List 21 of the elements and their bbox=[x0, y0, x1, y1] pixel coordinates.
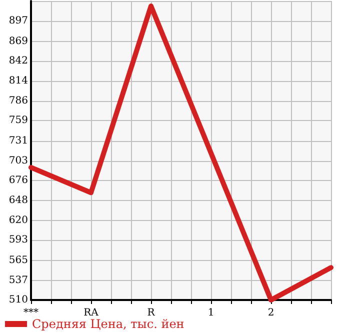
y-tick-label: 786 bbox=[8, 96, 28, 107]
y-tick-label: 648 bbox=[8, 195, 28, 206]
x-tick-label: *** bbox=[24, 308, 38, 318]
y-tick-label: 897 bbox=[8, 16, 28, 27]
y-tick-label: 869 bbox=[8, 36, 28, 47]
y-tick-label: 537 bbox=[8, 275, 28, 286]
y-tick-label: 510 bbox=[8, 294, 28, 306]
y-tick-label: 731 bbox=[8, 135, 28, 146]
y-tick-label: 620 bbox=[8, 215, 28, 226]
x-tick-label: RA bbox=[84, 308, 100, 318]
y-tick-label: 842 bbox=[8, 55, 28, 66]
legend-label: Средняя Цена, тыс. йен bbox=[32, 317, 184, 331]
x-tick-label: 1 bbox=[208, 308, 214, 318]
y-tick-label: 565 bbox=[8, 254, 28, 266]
y-tick-label: 759 bbox=[8, 115, 28, 126]
y-tick-label: 593 bbox=[8, 234, 28, 246]
x-tick-label: 2 bbox=[268, 308, 274, 318]
x-tick-label: R bbox=[147, 308, 156, 318]
y-tick-label: 814 bbox=[8, 75, 28, 86]
y-tick-label: 703 bbox=[8, 155, 28, 166]
y-tick-label: 676 bbox=[8, 174, 28, 186]
